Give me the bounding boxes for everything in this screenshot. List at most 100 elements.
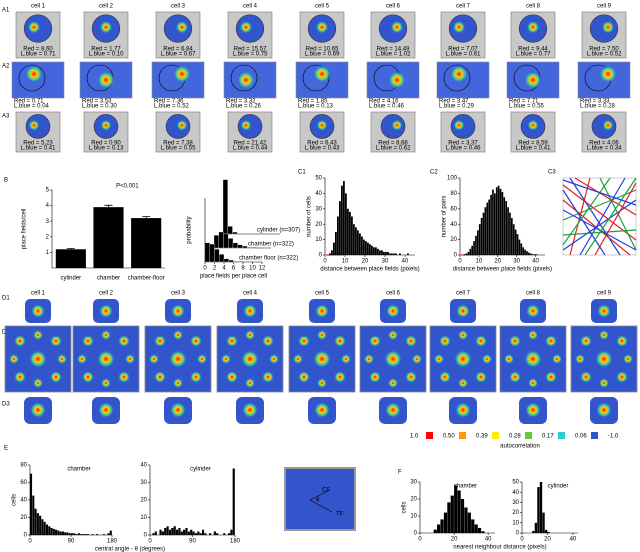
firing-blob	[452, 20, 466, 34]
y-axis-label: place fields/cell	[22, 209, 28, 250]
histogram-bar	[464, 507, 468, 533]
cell-label: cell 8	[526, 291, 541, 297]
colorbar-label: 0.06	[575, 434, 587, 440]
cell-label: cell 5	[315, 4, 330, 10]
trajectory-line	[562, 177, 611, 246]
cell-label: cell 5	[315, 291, 330, 297]
x-tick-label: 0	[418, 537, 422, 543]
firing-blob	[237, 71, 255, 89]
autocorr-peak	[29, 350, 47, 368]
histogram-bar	[443, 512, 448, 533]
histogram-bar	[201, 529, 205, 535]
stat-red: Red = 3.37	[448, 141, 478, 147]
histogram-bar	[204, 533, 207, 535]
category-label: chamber	[97, 276, 120, 282]
autocorr-peak	[197, 354, 207, 364]
autocorr-peak	[412, 354, 422, 364]
histogram-bar	[522, 247, 525, 255]
colorbar-swatch	[558, 432, 565, 439]
autocorr-peak	[293, 354, 303, 364]
trajectory-line	[584, 177, 637, 256]
rate-peak	[98, 402, 114, 418]
rate-peak	[170, 402, 186, 418]
autocorr-peak	[149, 354, 159, 364]
bar	[131, 218, 162, 268]
autocorr-peak	[509, 335, 521, 347]
histogram-bar	[73, 533, 76, 535]
histogram-bar	[477, 230, 479, 255]
autocorr-peak	[388, 378, 398, 388]
histogram-bar	[379, 250, 381, 255]
histogram-bar	[343, 181, 345, 255]
histogram-bar	[55, 529, 58, 535]
stat-lblue: L.blue = 0.29	[439, 104, 475, 110]
histogram-bar	[337, 216, 339, 255]
histogram-bar	[516, 234, 519, 255]
stat-lblue: L.blue = 0.46	[446, 146, 482, 152]
stat-lblue: L.blue = 0.34	[587, 146, 623, 152]
autocorr-peak	[173, 330, 183, 340]
firing-blob	[239, 20, 253, 34]
autocorr-peak	[298, 371, 310, 383]
histogram-bar	[499, 188, 502, 255]
chart-title: chamber	[454, 484, 477, 490]
autocorr-peak	[154, 371, 166, 383]
rate-peak	[171, 304, 185, 318]
stat-lblue: L.blue = 0.44	[233, 146, 269, 152]
histogram-bar	[333, 242, 335, 255]
y-axis-label: number of cells	[307, 196, 313, 237]
histogram-bar	[511, 218, 513, 255]
cell-label: cell 9	[597, 291, 612, 297]
autocorr-peak	[552, 354, 562, 364]
y-tick-label: 1	[46, 250, 50, 256]
y-axis-label: cells	[402, 501, 408, 513]
histogram-bar	[495, 187, 498, 255]
histogram-bar	[481, 531, 485, 533]
firing-blob	[99, 20, 113, 34]
histogram-bar	[503, 197, 506, 255]
y-tick-label: 40	[512, 490, 519, 496]
autocorr-peak	[101, 330, 111, 340]
histogram-bar	[480, 218, 483, 255]
histogram-bar	[490, 194, 492, 255]
histogram-bar	[30, 473, 33, 535]
y-tick-label: 20	[410, 497, 417, 503]
panel-label: C3	[548, 170, 556, 176]
autocorr-peak	[262, 371, 274, 383]
autocorr-peak	[298, 335, 310, 347]
trajectory-line	[562, 209, 637, 251]
histogram-bar	[166, 526, 169, 535]
bar	[93, 207, 124, 268]
autocorr-peak	[82, 371, 94, 383]
autocorr-peak	[101, 378, 111, 388]
autocorr-peak	[482, 354, 492, 364]
y-tick-label: 40	[315, 191, 322, 197]
cell-label: cell 6	[386, 291, 401, 297]
bar	[219, 254, 225, 263]
histogram-bar	[154, 531, 157, 535]
histogram-bar	[329, 253, 331, 255]
legend-label: chamber floor (n=322)	[239, 256, 298, 262]
y-tick-label: 0	[414, 531, 418, 537]
error-bar	[66, 248, 75, 250]
cell-label: cell 3	[171, 291, 186, 297]
histogram-bar	[232, 468, 235, 535]
rate-peak	[526, 304, 540, 318]
histogram-bar	[164, 528, 167, 535]
autocorr-peak	[33, 378, 43, 388]
stat-lblue: L.blue = 0.55	[509, 104, 545, 110]
autocorr-peak	[241, 350, 259, 368]
histogram-bar	[547, 531, 550, 533]
cell-label: cell 1	[31, 4, 46, 10]
trajectory-line	[562, 189, 606, 256]
x-tick-label: 10	[249, 266, 256, 272]
bar	[228, 259, 234, 263]
histogram-bar	[43, 521, 46, 535]
autocorr-peak	[524, 350, 542, 368]
histogram-bar	[68, 533, 71, 535]
histogram-bar	[518, 239, 521, 255]
trajectory-line	[562, 189, 637, 221]
histogram-bar	[486, 202, 489, 255]
autocorr-peak	[405, 335, 417, 347]
